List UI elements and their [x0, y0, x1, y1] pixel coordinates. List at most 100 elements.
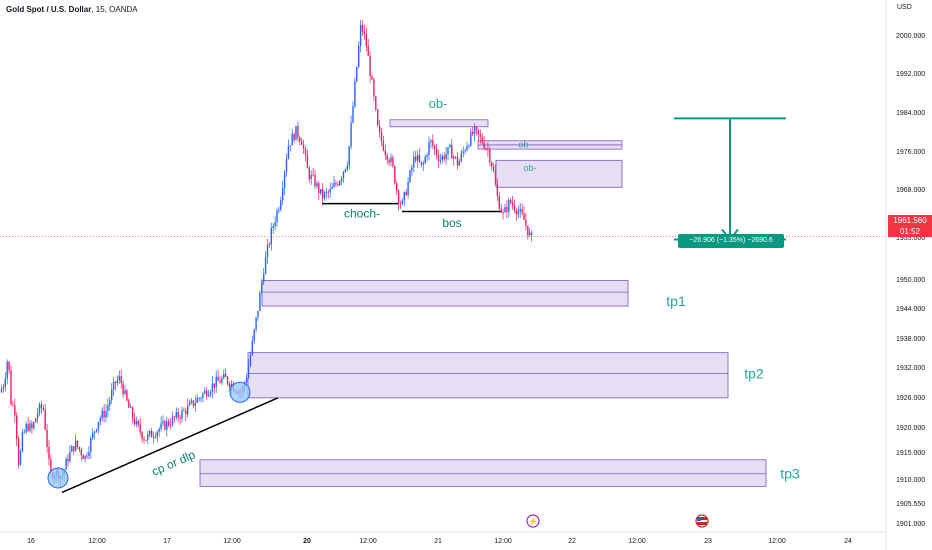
candle — [8, 361, 10, 375]
candle — [481, 132, 483, 145]
candle-body — [158, 428, 160, 432]
candle — [420, 161, 423, 168]
candle-body — [114, 381, 117, 384]
candle-body — [454, 156, 457, 158]
candle-body — [274, 222, 276, 227]
candle — [333, 175, 335, 188]
candle-body — [278, 209, 280, 211]
candle-body — [16, 415, 18, 439]
candle-body — [397, 190, 400, 204]
candle — [40, 401, 43, 415]
candle — [133, 412, 136, 427]
candle-body — [504, 207, 506, 213]
candle-body — [348, 146, 350, 166]
candle-body — [302, 144, 305, 149]
candle — [247, 359, 250, 379]
candle-body — [316, 183, 318, 187]
candle — [494, 164, 497, 186]
candle — [65, 456, 67, 470]
candle — [101, 406, 103, 422]
candle-body — [352, 106, 354, 123]
candle-body — [462, 151, 464, 154]
candle — [510, 198, 512, 205]
candle — [392, 154, 394, 169]
candle — [177, 407, 179, 422]
candle — [388, 157, 390, 166]
candle — [42, 404, 44, 412]
candle — [441, 153, 443, 164]
candle — [352, 101, 354, 124]
candles-layer — [0, 19, 533, 487]
candle — [397, 189, 400, 211]
candle-body — [111, 389, 113, 401]
candle-body — [4, 378, 6, 388]
candle-body — [321, 189, 324, 199]
candle — [166, 416, 168, 437]
candle-body — [185, 410, 187, 415]
candle — [118, 370, 120, 384]
price-tick: 2000.000 — [896, 33, 925, 40]
candle-body — [169, 424, 172, 426]
candle-body — [409, 170, 411, 182]
candle — [154, 432, 157, 439]
candle-body — [346, 165, 348, 170]
candle-body — [513, 205, 516, 211]
candle-body — [147, 434, 149, 441]
zone-4 — [247, 352, 729, 399]
candle-body — [529, 232, 531, 236]
candle-body — [154, 436, 157, 438]
candle-body — [230, 383, 233, 388]
candle-body — [492, 166, 495, 172]
candle-body — [86, 455, 88, 457]
candle — [4, 372, 6, 392]
candle-body — [200, 398, 202, 399]
candle-body — [19, 450, 22, 465]
level-label-0: choch- — [344, 207, 380, 221]
candle — [272, 223, 274, 234]
candle-body — [69, 451, 71, 462]
candle — [35, 417, 37, 423]
candle — [44, 404, 46, 431]
candle — [168, 418, 170, 428]
candle — [270, 222, 272, 251]
candle-body — [420, 161, 423, 165]
zone-0 — [389, 119, 489, 128]
candle-body — [289, 145, 291, 147]
price-tick: 1955.000 — [896, 235, 925, 242]
time-tick: 12:00 — [223, 538, 241, 545]
candle — [295, 125, 297, 141]
candle-body — [31, 423, 33, 429]
candle — [325, 187, 328, 199]
candle — [477, 129, 480, 142]
candle-body — [356, 66, 358, 82]
candle — [93, 430, 96, 440]
candle-body — [217, 376, 219, 381]
candle — [145, 439, 147, 441]
price-tick: 1984.000 — [896, 110, 925, 117]
candle — [426, 152, 428, 162]
candle — [377, 108, 379, 127]
candle-body — [209, 391, 212, 395]
symbol-name: Gold Spot / U.S. Dollar — [6, 5, 92, 14]
candle — [196, 394, 198, 404]
candle-body — [472, 131, 474, 134]
zone-label-5: tp3 — [780, 465, 800, 481]
candle-body — [74, 440, 77, 451]
candle-body — [375, 96, 377, 110]
candle — [304, 146, 307, 162]
candle — [71, 444, 73, 453]
candle — [415, 151, 417, 163]
candle-body — [173, 416, 176, 418]
candle-body — [50, 459, 52, 473]
candle-body — [253, 329, 255, 341]
candle-body — [445, 154, 447, 160]
candle-body — [344, 169, 347, 172]
candle-body — [78, 447, 81, 450]
candle-body — [152, 436, 155, 438]
candle-body — [263, 273, 265, 282]
candle — [158, 427, 160, 437]
candle-body — [206, 390, 208, 397]
candle — [99, 415, 101, 426]
swing-circle-0 — [47, 467, 69, 489]
